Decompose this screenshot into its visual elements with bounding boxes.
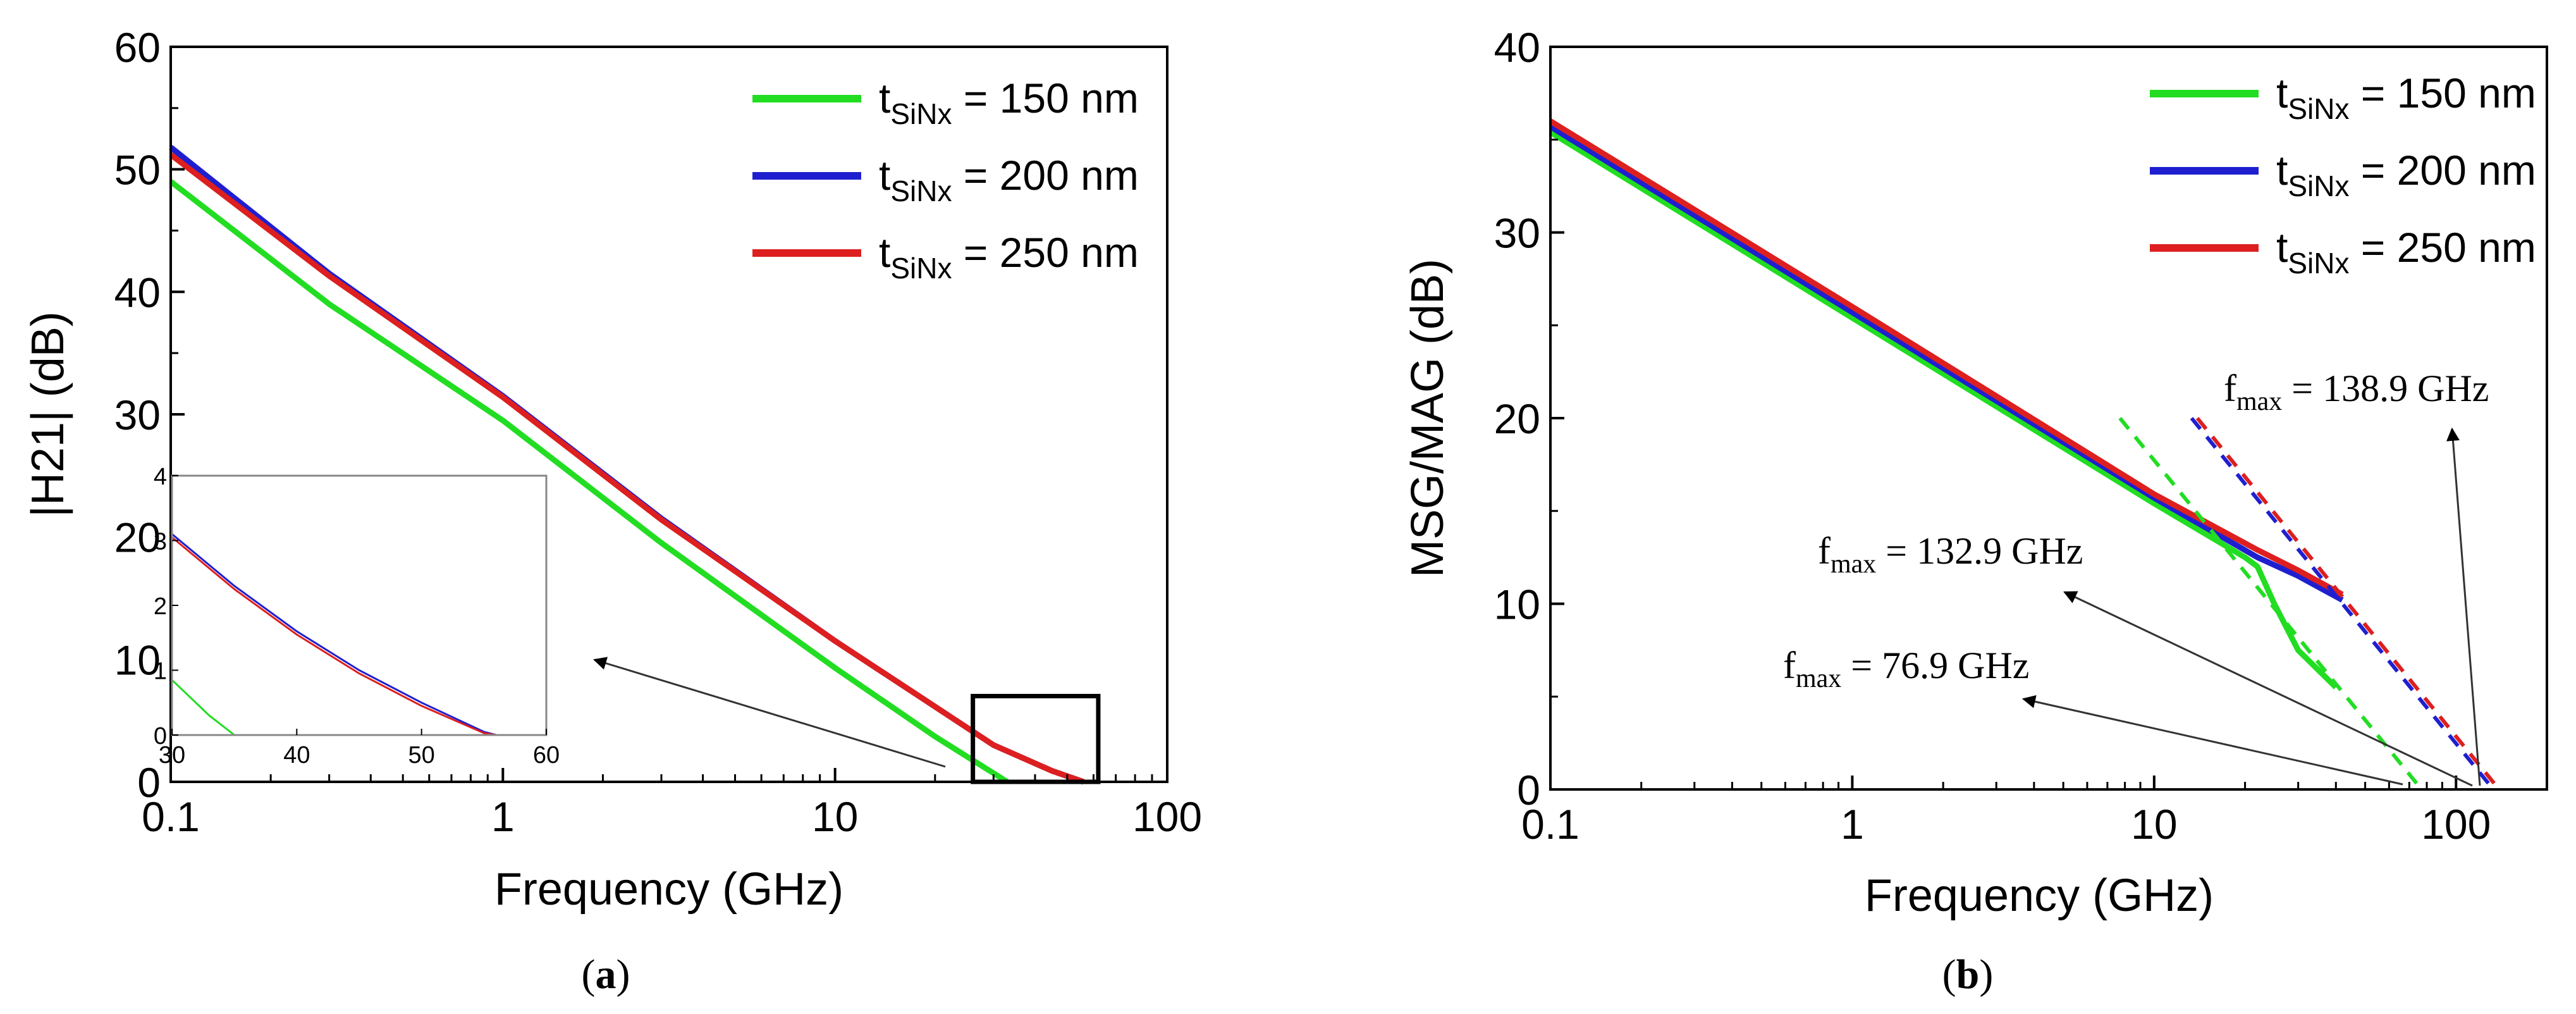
panel-a-series [169, 145, 1085, 785]
panel-a-inset: 30 40 50 60 0 1 2 3 4 [154, 464, 560, 769]
annotation-fmax-132-9: fmax = 132.9 GHz [1818, 530, 2083, 579]
inset-x-tick-label: 40 [283, 742, 310, 769]
panel-b-tick-labels: 0.1 1 10 100 0 10 20 30 40 [1494, 24, 2491, 848]
inset-ticks [171, 475, 547, 736]
panel-a-y-tick-label: 10 [114, 636, 161, 683]
panel-a-y-tick-label: 40 [114, 269, 161, 316]
panel-b-series-0 [1549, 130, 2338, 689]
panel-a-zoom-box [971, 693, 1101, 784]
legend-b-label-150: tSiNx = 150 nm [2276, 70, 2536, 125]
panel-b-y-tick-label: 30 [1494, 210, 1540, 257]
panel-b-x-axis-title: Frequency (GHz) [1865, 870, 2214, 921]
panel-a-y-tick-label: 60 [114, 24, 161, 71]
panel-b-ticks [1549, 46, 2548, 791]
panel-b-y-tick-label: 0 [1517, 767, 1540, 813]
inset-series-2 [171, 536, 497, 736]
panel-b-extrapolation-1 [2190, 417, 2495, 791]
panel-a-y-tick-label: 50 [114, 147, 161, 194]
panel-a-x-tick-label: 0.1 [142, 793, 200, 840]
panel-b-caption: (b) [1942, 951, 1994, 998]
inset-y-tick-label: 4 [154, 464, 167, 490]
inset-x-tick-label: 60 [533, 742, 560, 769]
panel-b-legend: tSiNx = 150 nm tSiNx = 200 nm tSiNx = 25… [2150, 70, 2536, 280]
inset-y-tick-label: 3 [154, 529, 167, 555]
panel-a-y-tick-label: 20 [114, 514, 161, 561]
inset-series-0 [171, 679, 235, 736]
panel-b-x-tick-label: 1 [1841, 801, 1864, 848]
panel-a-series-0 [169, 179, 1009, 784]
panel-b-series [1549, 118, 2344, 689]
panel-a-x-tick-label: 100 [1132, 793, 1202, 840]
panel-b-annotations: fmax = 138.9 GHz fmax = 132.9 GHz fmax =… [1783, 368, 2489, 787]
panel-a-zoom-arrow [592, 657, 946, 768]
panel-b-y-axis-title: MSG/MAG (dB) [1402, 259, 1453, 578]
panel-b-x-tick-label: 100 [2421, 801, 2491, 848]
panel-b-extrapolations [2118, 417, 2501, 791]
inset-background [172, 476, 546, 735]
legend-b-label-250: tSiNx = 250 nm [2276, 224, 2536, 280]
inset-tick-labels: 30 40 50 60 0 1 2 3 4 [154, 464, 560, 769]
inset-x-tick-label: 30 [159, 742, 185, 769]
panel-a-legend: tSiNx = 150 nm tSiNx = 200 nm tSiNx = 25… [752, 75, 1139, 285]
inset-y-tick-label: 1 [154, 658, 167, 685]
panel-b-series-1 [1549, 124, 2344, 603]
panel-b-y-tick-label: 10 [1494, 581, 1540, 628]
legend-b-label-200: tSiNx = 200 nm [2276, 147, 2536, 202]
panel-a-x-tick-label: 1 [491, 793, 515, 840]
panel-b-y-tick-label: 20 [1494, 395, 1540, 442]
inset-y-tick-label: 2 [154, 593, 167, 620]
panel-b-x-tick-label: 10 [2131, 801, 2177, 848]
inset-x-tick-label: 50 [408, 742, 435, 769]
panel-a-x-tick-label: 10 [812, 793, 858, 840]
panel-b-extrapolation-0 [2118, 417, 2424, 791]
panel-b-x-tick-label: 0.1 [1521, 801, 1579, 848]
legend-a-label-250: tSiNx = 250 nm [879, 229, 1139, 285]
annotation-fmax-76-9: fmax = 76.9 GHz [1783, 645, 2029, 693]
annotation-arrow-138-9 [2446, 427, 2481, 786]
legend-a-label-150: tSiNx = 150 nm [879, 75, 1139, 130]
panel-a-caption: (a) [582, 951, 630, 998]
panel-a-y-tick-label: 30 [114, 392, 161, 438]
inset-y-tick-label: 0 [154, 723, 167, 750]
panel-a-series-2 [169, 152, 1085, 785]
inset-series [171, 533, 497, 736]
panel-b-y-tick-label: 40 [1494, 24, 1540, 71]
panel-a-x-axis-title: Frequency (GHz) [494, 864, 843, 915]
panel-b: 0.1 1 10 100 0 10 20 30 40 Frequency (GHz) MSG/M… [1402, 24, 2548, 998]
annotation-arrow-132-9 [2063, 591, 2473, 787]
annotation-fmax-138-9: fmax = 138.9 GHz [2224, 368, 2489, 416]
annotation-arrow-76-9 [2021, 695, 2403, 786]
panel-a-y-axis-title: |H21| (dB) [23, 311, 73, 517]
inset-series-1 [171, 533, 497, 736]
panel-a-y-tick-label: 0 [137, 759, 161, 806]
panel-b-series-2 [1549, 118, 2344, 597]
legend-a-label-200: tSiNx = 200 nm [879, 152, 1139, 207]
panel-b-extrapolation-2 [2195, 417, 2501, 791]
